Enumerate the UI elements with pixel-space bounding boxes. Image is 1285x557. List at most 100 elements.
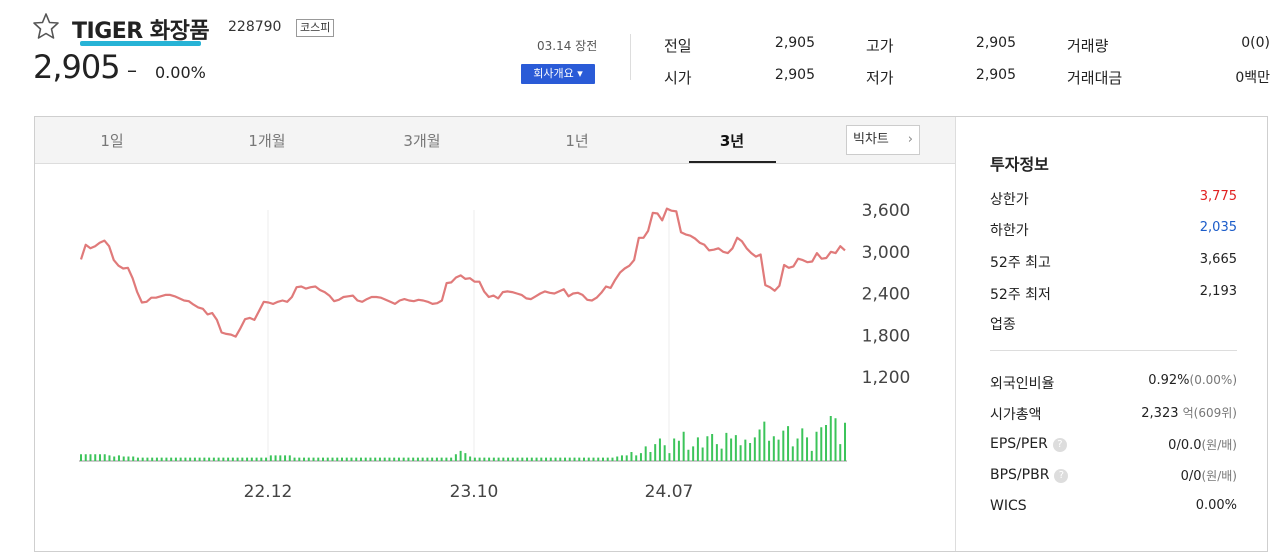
volume-bar [132,456,135,461]
tab-3month[interactable]: 3개월 [403,132,441,150]
volume-bar [507,457,510,461]
volume-bar [279,455,282,461]
volume-bar [777,439,780,461]
bps-pbr-value: 0/0 [1180,469,1202,484]
volume-bar [141,457,144,461]
current-price: 2,905 [33,48,121,86]
favorite-star-icon[interactable] [32,12,60,40]
volume-bar [829,416,832,461]
volume-bar [146,457,149,461]
volume-bar [416,457,419,461]
info-value-eps-per: 0/0.0(원/배) [1168,436,1237,453]
volume-bar [473,457,476,461]
volume-bar [559,457,562,461]
volume-bar [412,457,415,461]
volume-bar [753,437,756,461]
volume-bar [179,457,182,461]
volume-bar [497,457,500,461]
volume-bar [639,453,642,461]
volume-bar [355,457,358,461]
info-value-foreign-ratio: 0.92%(0.00%) [1148,373,1237,388]
help-icon[interactable]: ? [1054,469,1069,483]
quote-label-high: 고가 [866,37,894,55]
volume-bar [364,457,367,461]
volume-bar [711,434,714,461]
volume-bar [345,457,348,461]
volume-bar [445,457,448,461]
volume-bar [454,454,457,461]
volume-bar [772,436,775,461]
volume-bar [374,457,377,461]
volume-bar [578,457,581,461]
tab-1month[interactable]: 1개월 [248,132,286,150]
volume-bar [340,457,343,461]
volume-bar [307,457,310,461]
volume-bar [734,435,737,461]
volume-bar [791,446,794,461]
volume-bar [502,457,505,461]
volume-bar [658,438,661,461]
volume-bar [606,457,609,461]
tab-1year[interactable]: 1년 [565,132,589,150]
volume-bar [326,457,329,461]
volume-bar [834,418,837,461]
volume-bar [397,457,400,461]
volume-bar [402,457,405,461]
volume-bar [108,455,111,461]
help-icon[interactable]: ? [1052,438,1067,452]
x-axis-tick-label: 24.07 [645,482,694,502]
quote-label-volume: 거래량 [1067,37,1109,55]
company-overview-button[interactable]: 회사개요 ▾ [521,64,595,84]
volume-bar [217,457,220,461]
volume-bar [450,457,453,461]
market-cap-sub: 억(609위) [1182,406,1237,420]
period-tab-bar [35,117,955,164]
volume-bar [208,457,211,461]
quote-value-open: 2,905 [774,67,815,83]
volume-bar [255,457,258,461]
volume-bar [820,427,823,461]
volume-bar [739,445,742,461]
volume-bar [331,457,334,461]
eps-per-sub: (원/배) [1201,438,1238,452]
volume-bar [673,438,676,461]
volume-bar [597,457,600,461]
volume-bar [620,455,623,461]
big-chart-button[interactable]: 빅차트 › [846,125,920,155]
volume-bar [293,457,296,461]
volume-bar [483,457,486,461]
price-line [79,207,846,338]
volume-bar [393,457,396,461]
foreign-ratio-value: 0.92% [1148,373,1190,388]
volume-bar [583,457,586,461]
quote-value-low: 2,905 [975,67,1016,83]
x-axis-tick-label: 22.12 [244,482,293,502]
volume-bar [825,425,828,461]
volume-bar [407,457,410,461]
stock-code: 228790 [228,19,282,35]
volume-bar [492,457,495,461]
volume-bar [744,439,747,461]
volume-bar [459,450,462,461]
volume-bar [174,457,177,461]
tab-1day[interactable]: 1일 [100,132,124,150]
volume-bar [298,457,301,461]
volume-bar [787,426,790,461]
info-title: 투자정보 [990,155,1049,174]
volume-bar [336,457,339,461]
volume-bar [554,457,557,461]
tab-3year[interactable]: 3년 [719,132,745,150]
price-chart[interactable]: 3,600 3,000 2,400 1,800 1,200 22.12 23.10 24.0… [35,164,955,550]
change-percent: 0.00% [155,63,206,82]
volume-bar [540,457,543,461]
volume-bar [573,457,576,461]
volume-bar [203,457,206,461]
big-chart-label: 빅차트 [853,132,889,147]
info-value-lower-limit: 2,035 [1199,220,1237,235]
stock-name: TIGER 화장품 [72,19,210,44]
volume-bar [649,452,652,461]
volume-bar [630,452,633,461]
volume-bar [435,457,438,461]
quote-value-volume: 0(0) [1241,35,1270,51]
info-value-wics: 0.00% [1195,498,1237,513]
